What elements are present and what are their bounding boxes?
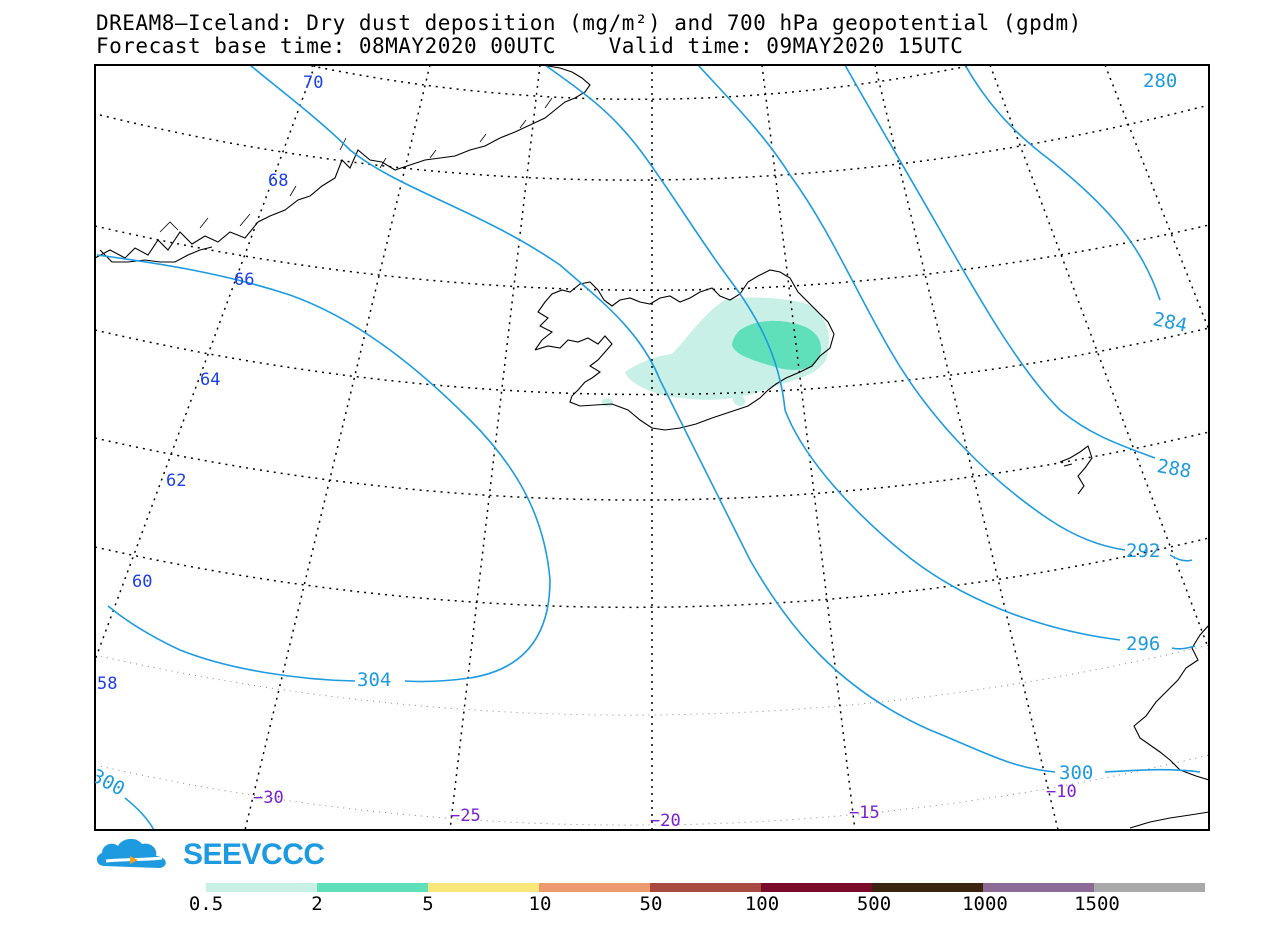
latitude-graticule	[95, 65, 1209, 826]
contour-304	[96, 254, 551, 683]
latitude-line	[99, 104, 1209, 181]
colorbar-label: 1000	[962, 893, 1008, 915]
colorbar-label: 10	[528, 893, 552, 915]
contour-label-296: 296	[1126, 633, 1160, 655]
contour-296-tail	[1104, 768, 1201, 773]
contour-labels: 280 284 288 292 296 300 304	[357, 70, 1193, 784]
longitude-labels: −30 −25 −20 −15 −10	[253, 782, 1077, 831]
meridian-line	[989, 65, 1209, 651]
latitude-line	[95, 224, 1209, 291]
greenland-fjords	[159, 97, 553, 233]
longitude-label: −10	[1046, 782, 1077, 802]
colorbar-label: 100	[744, 893, 780, 915]
contour-292-tail	[1171, 645, 1196, 650]
colorbar-label: 50	[639, 893, 663, 915]
contour-label-284: 284	[1151, 308, 1189, 337]
latitude-label: 66	[234, 270, 254, 290]
contour-284	[844, 65, 1156, 459]
colorbar	[206, 883, 1205, 892]
meridian-line	[874, 65, 1059, 830]
dust-area-medium	[732, 320, 822, 370]
contour-label-288: 288	[1155, 455, 1193, 483]
map-frame	[94, 64, 1210, 831]
longitude-graticule	[95, 65, 1209, 830]
contour-288-tail	[1169, 554, 1193, 562]
dust-deposition-shading	[601, 297, 829, 407]
colorbar-segment	[428, 883, 539, 892]
longitude-label: −30	[253, 788, 284, 808]
dust-area-light	[732, 394, 746, 406]
iceland-coastline	[534, 269, 835, 431]
dust-area-light	[601, 398, 614, 407]
contour-292	[544, 65, 1121, 641]
coastlines	[95, 65, 1209, 829]
latitude-label: 64	[200, 370, 220, 390]
contour-label-280: 280	[1143, 70, 1177, 92]
latitude-label: 62	[166, 471, 186, 491]
colorbar-segment	[317, 883, 428, 892]
contour-label-clipped-group: 300	[88, 765, 129, 801]
contour-label-292: 292	[1126, 540, 1160, 562]
latitude-line	[95, 644, 1209, 716]
colorbar-segment	[761, 883, 872, 892]
contour-288	[697, 65, 1126, 551]
longitude-label: −25	[450, 806, 481, 826]
latitude-labels: 70 68 66 64 62 60 58	[97, 73, 323, 694]
latitude-label: 70	[303, 73, 323, 93]
chart-title: DREAM8—Iceland: Dry dust deposition (mg/…	[96, 11, 1082, 35]
colorbar-segment	[872, 883, 983, 892]
colorbar-segment	[206, 883, 317, 892]
latitude-label: 68	[268, 171, 288, 191]
chart-subtitle-times: Forecast base time: 08MAY2020 00UTC Vali…	[96, 34, 964, 58]
greenland-coastline	[99, 246, 213, 263]
contour-label-300-sw: 300	[88, 765, 129, 801]
meridian-line	[244, 65, 431, 830]
geopotential-contours	[96, 65, 1201, 830]
latitude-line	[95, 327, 1209, 396]
contour-304-tail	[107, 605, 356, 682]
colorbar-segment	[539, 883, 650, 892]
meridian-line	[761, 65, 856, 830]
logo-text: SEEVCCC	[183, 838, 325, 871]
contour-label-304: 304	[357, 669, 391, 691]
colorbar-label: 0.5	[188, 893, 224, 915]
contour-label-300: 300	[1059, 762, 1093, 784]
cloud-icon	[96, 838, 166, 868]
colorbar-segment	[650, 883, 761, 892]
latitude-label: 58	[97, 674, 117, 694]
greenland-coastline	[95, 65, 591, 259]
longitude-label: −15	[849, 803, 880, 823]
faroe-islands	[1059, 445, 1093, 495]
colorbar-label: 5	[422, 893, 434, 915]
contour-296	[249, 65, 1056, 773]
latitude-line	[303, 65, 977, 101]
norway-coastline	[1133, 624, 1209, 781]
latitude-line	[95, 431, 1209, 501]
scotland-coastline	[1129, 811, 1209, 829]
colorbar-label: 500	[856, 893, 892, 915]
colorbar-label: 2	[311, 893, 323, 915]
latitude-label: 60	[132, 572, 152, 592]
map-contents	[95, 65, 1209, 830]
latitude-line	[95, 537, 1209, 609]
colorbar-label: 1500	[1074, 893, 1120, 915]
contour-300-sw	[124, 797, 155, 830]
colorbar-segment	[1094, 883, 1205, 892]
contour-280	[964, 65, 1161, 301]
colorbar-segment	[983, 883, 1094, 892]
longitude-label: −20	[650, 811, 681, 831]
meridian-line	[95, 65, 316, 661]
